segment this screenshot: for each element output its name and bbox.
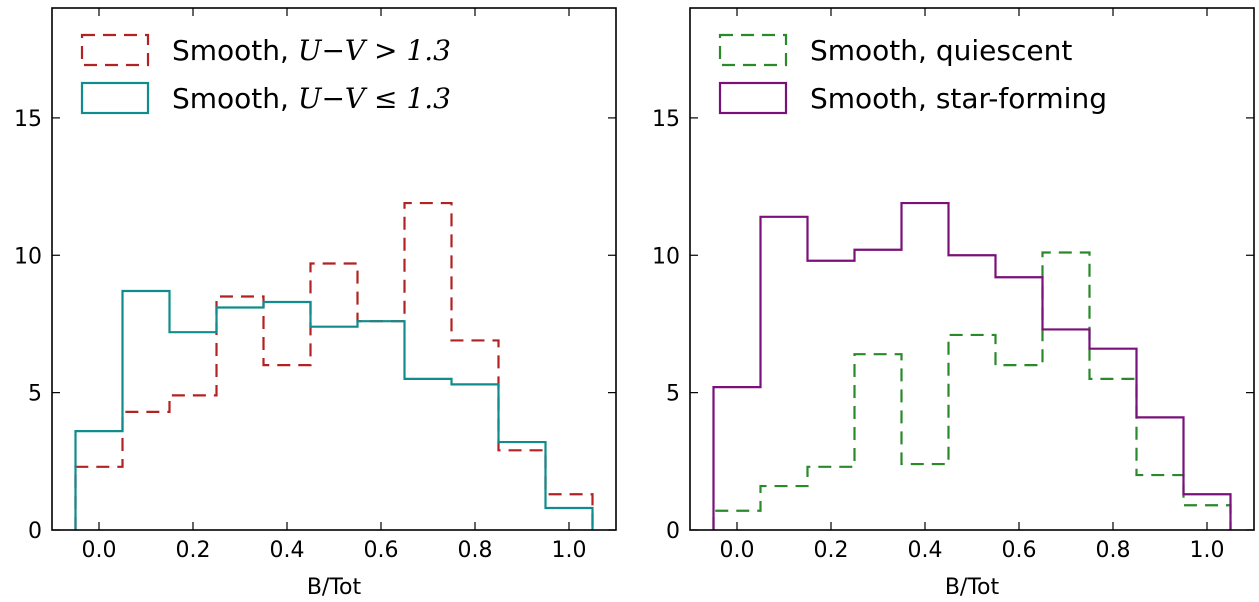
x-tick-label: 0.4	[908, 538, 943, 563]
x-tick-label: 1.0	[552, 538, 587, 563]
legend-handle-1	[80, 81, 150, 115]
legend-label-0: Smooth, U−V > 1.3	[172, 34, 451, 67]
y-tick-label: 5	[28, 382, 42, 407]
x-tick-label: 0.2	[814, 538, 849, 563]
x-tick-label: 0.0	[82, 538, 117, 563]
axes-frame	[51, 7, 617, 531]
x-tick-label: 0.4	[270, 538, 305, 563]
y-tick-label: 10	[652, 244, 680, 269]
x-axis-label: B/Tot	[307, 575, 362, 600]
histogram-series-0	[74, 201, 594, 530]
y-tick-label: 10	[14, 244, 42, 269]
x-tick-label: 1.0	[1190, 538, 1225, 563]
x-tick-label: 0.6	[364, 538, 399, 563]
x-tick-label: 0.8	[1096, 538, 1131, 563]
x-tick-label: 0.0	[720, 538, 755, 563]
x-axis-label: B/Tot	[945, 575, 1000, 600]
y-tick-label: 15	[652, 107, 680, 132]
axes-frame	[689, 7, 1255, 531]
histogram-series-1	[74, 289, 594, 530]
y-tick-label: 0	[28, 519, 42, 544]
legend-handle-0	[718, 33, 788, 67]
histogram-series-1	[712, 201, 1232, 530]
legend-handle-1	[718, 81, 788, 115]
legend-handle-0	[80, 33, 150, 67]
histogram-series-0	[712, 251, 1232, 530]
y-tick-label: 5	[666, 382, 680, 407]
legend-label-1: Smooth, star-forming	[810, 82, 1107, 115]
left-histogram-panel: 0.0 0.2 0.4 0.6 0.8 1.0 0 5 10 15 B/Tot Smooth, U−V…	[14, 7, 617, 600]
legend-label-1: Smooth, U−V ≤ 1.3	[172, 82, 451, 115]
x-tick-label: 0.8	[458, 538, 493, 563]
x-tick-label: 0.6	[1002, 538, 1037, 563]
x-tick-label: 0.2	[176, 538, 211, 563]
y-tick-label: 15	[14, 107, 42, 132]
legend-label-0: Smooth, quiescent	[810, 34, 1072, 67]
y-tick-label: 0	[666, 519, 680, 544]
right-histogram-panel: 0.0 0.2 0.4 0.6 0.8 1.0 0 5 10 15 B/Tot Smooth, qui…	[652, 7, 1255, 600]
